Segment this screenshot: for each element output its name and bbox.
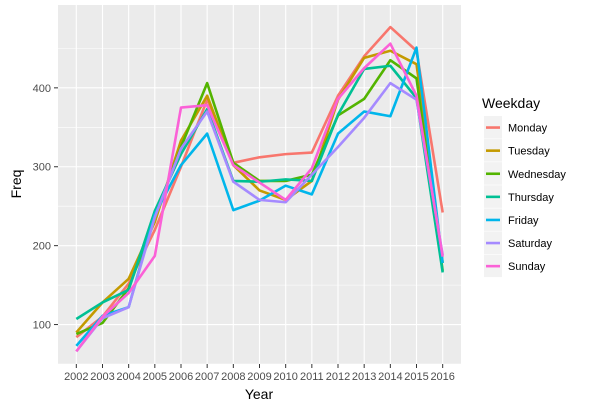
y-axis-title: Freq bbox=[8, 170, 24, 199]
x-tick-label: 2013 bbox=[352, 371, 376, 383]
y-tick-label: 100 bbox=[33, 320, 51, 332]
y-tick-label: 300 bbox=[33, 162, 51, 174]
x-tick-label: 2005 bbox=[143, 371, 167, 383]
x-tick-label: 2012 bbox=[326, 371, 350, 383]
legend: Weekday Monday Tuesday Wednesday Thursday Fr… bbox=[482, 95, 566, 278]
x-tick-label: 2007 bbox=[195, 371, 219, 383]
legend-label-saturday: Saturday bbox=[508, 238, 553, 250]
legend-title: Weekday bbox=[482, 95, 540, 111]
x-axis-title: Year bbox=[245, 386, 274, 402]
series-line-saturday bbox=[75, 81, 444, 353]
gridlines bbox=[58, 5, 461, 365]
x-tick-label: 2003 bbox=[90, 371, 114, 383]
legend-label-tuesday: Tuesday bbox=[508, 146, 550, 158]
x-tick-label: 2004 bbox=[116, 371, 140, 383]
x-tick-label: 2016 bbox=[430, 371, 454, 383]
y-tick-label: 200 bbox=[33, 241, 51, 253]
x-tick-label: 2009 bbox=[247, 371, 271, 383]
x-tick-label: 2014 bbox=[378, 371, 402, 383]
x-tick-label: 2011 bbox=[300, 371, 324, 383]
series-line-sunday bbox=[75, 42, 444, 353]
legend-label-thursday: Thursday bbox=[508, 192, 554, 204]
y-tick-label: 400 bbox=[33, 83, 51, 95]
x-tick-label: 2010 bbox=[273, 371, 297, 383]
series-lines bbox=[75, 25, 444, 353]
x-tick-label: 2006 bbox=[169, 371, 193, 383]
x-tick-label: 2015 bbox=[404, 371, 428, 383]
x-tick-label: 2008 bbox=[221, 371, 245, 383]
legend-label-monday: Monday bbox=[508, 123, 548, 135]
legend-label-wednesday: Wednesday bbox=[508, 169, 566, 181]
axes: 100 200 300 400 2002 2003 2004 2005 2006 2007 2008… bbox=[33, 83, 455, 383]
legend-label-friday: Friday bbox=[508, 215, 539, 227]
x-tick-label: 2002 bbox=[64, 371, 88, 383]
legend-label-sunday: Sunday bbox=[508, 261, 546, 273]
